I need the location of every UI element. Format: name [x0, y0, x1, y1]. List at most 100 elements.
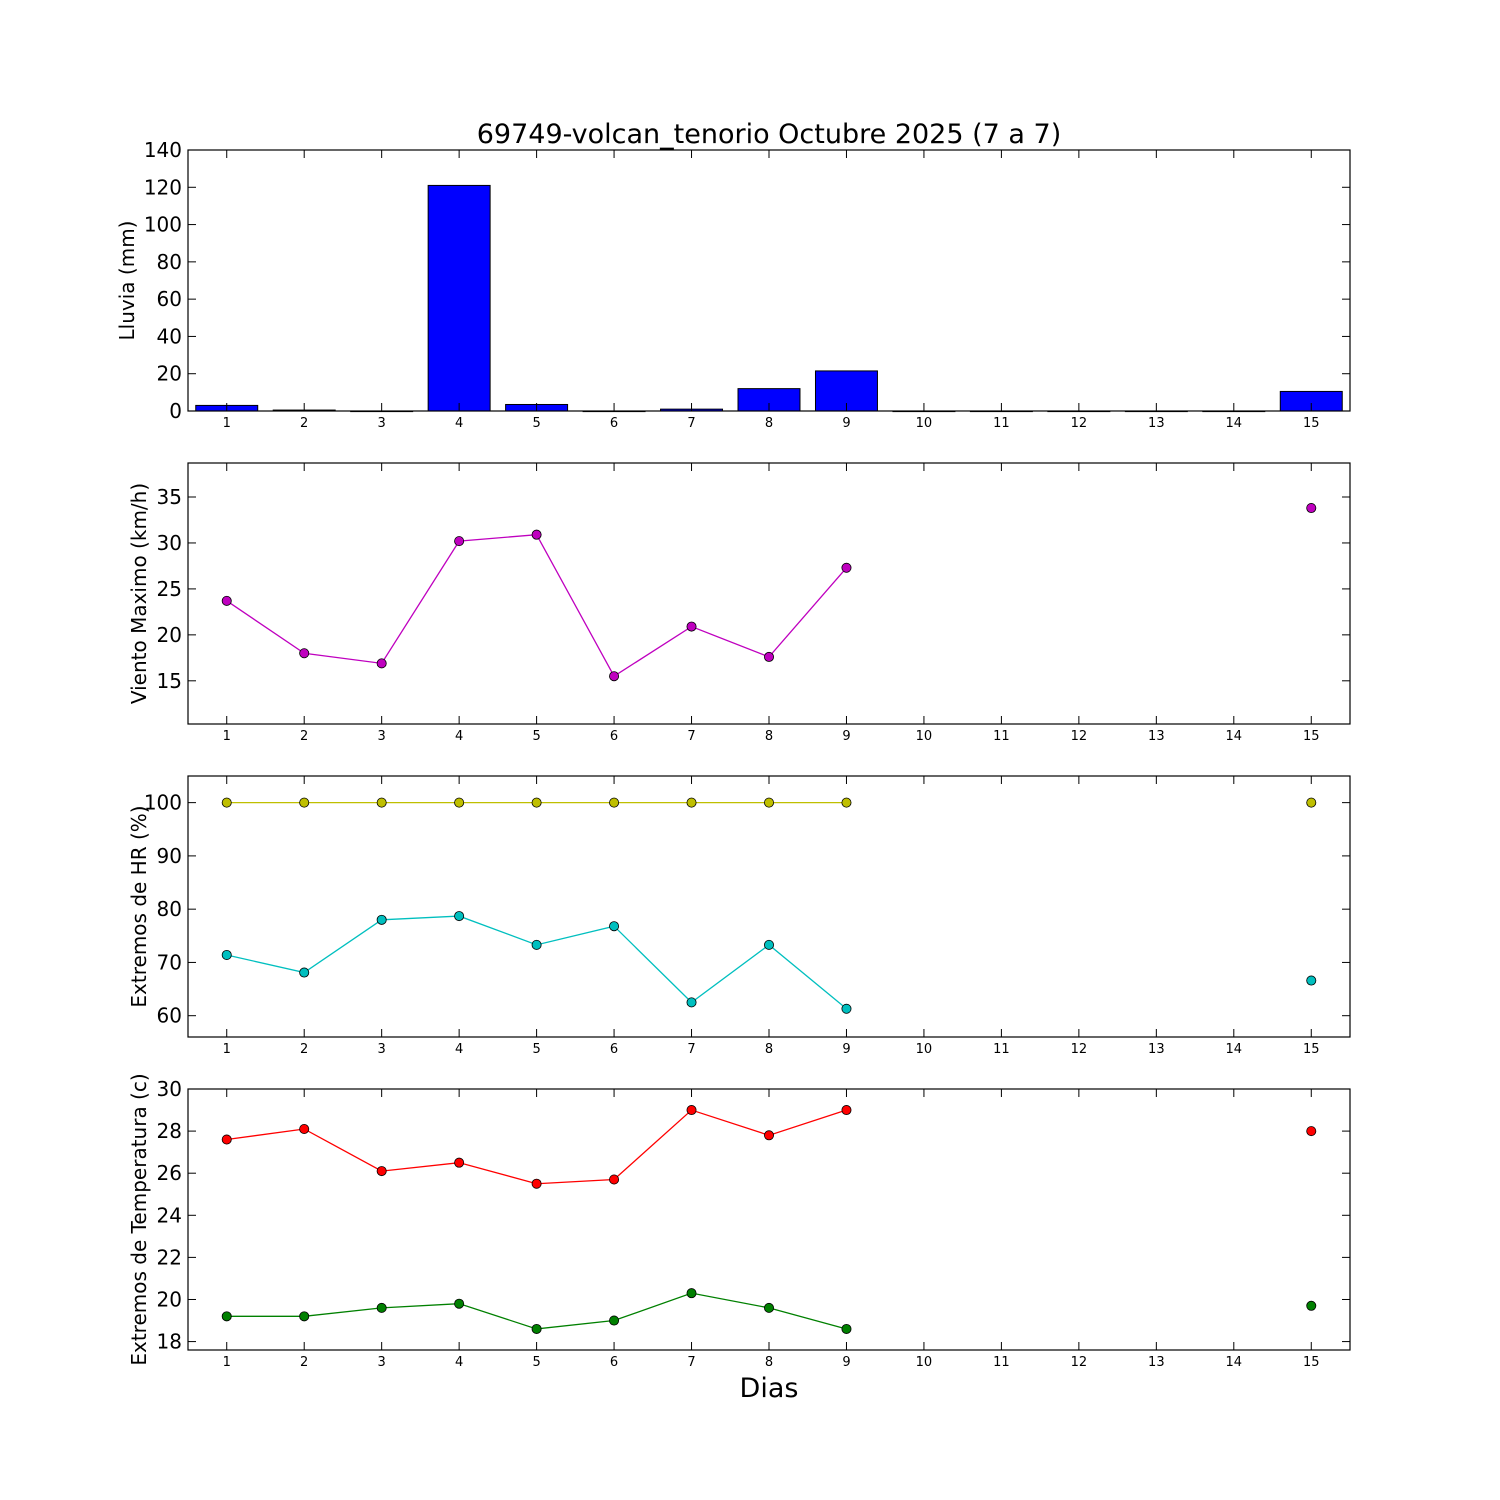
point-humedad-0-5 — [531, 797, 542, 808]
xtick-label-temperatura-5: 5 — [532, 1355, 540, 1370]
point-temperatura-0-2 — [299, 1123, 310, 1134]
point-humedad-0-15 — [1306, 797, 1317, 808]
xtick-label-temperatura-15: 15 — [1303, 1355, 1320, 1370]
ytick-label-lluvia-80: 80 — [157, 250, 182, 274]
point-viento-0-2 — [299, 648, 310, 659]
xtick-label-humedad-5: 5 — [532, 1042, 540, 1057]
y-axis-label-viento: Viento Maximo (km/h) — [127, 483, 151, 704]
line-temperatura-0-0 — [226, 1109, 847, 1185]
xtick-label-temperatura-11: 11 — [993, 1355, 1010, 1370]
xtick-label-viento-2: 2 — [300, 729, 308, 744]
axes-frame-lluvia — [187, 149, 1351, 412]
ytick-label-temperatura-28: 28 — [157, 1119, 182, 1143]
ytick-label-viento-35: 35 — [157, 485, 182, 509]
point-temperatura-0-6 — [609, 1174, 620, 1185]
ytick-label-temperatura-26: 26 — [157, 1161, 182, 1185]
point-temperatura-0-9 — [841, 1105, 852, 1116]
point-temperatura-0-7 — [686, 1105, 697, 1116]
xtick-label-viento-1: 1 — [223, 729, 231, 744]
point-temperatura-0-3 — [376, 1166, 387, 1177]
y-axis-label-lluvia: Lluvia (mm) — [115, 221, 139, 341]
xtick-label-temperatura-13: 13 — [1148, 1355, 1165, 1370]
xtick-label-lluvia-12: 12 — [1071, 416, 1088, 431]
xtick-label-temperatura-1: 1 — [223, 1355, 231, 1370]
xtick-label-lluvia-5: 5 — [532, 416, 540, 431]
point-temperatura-0-4 — [454, 1157, 465, 1168]
point-humedad-0-3 — [376, 797, 387, 808]
ytick-label-humedad-90: 90 — [157, 844, 182, 868]
ytick-label-lluvia-40: 40 — [157, 324, 182, 348]
axes-frame-viento — [187, 462, 1351, 725]
point-temperatura-1-9 — [841, 1323, 852, 1334]
point-viento-0-9 — [841, 562, 852, 573]
point-humedad-0-4 — [454, 797, 465, 808]
point-viento-0-15 — [1306, 503, 1317, 514]
point-temperatura-1-3 — [376, 1302, 387, 1313]
point-viento-0-6 — [609, 671, 620, 682]
xtick-label-viento-4: 4 — [455, 729, 463, 744]
xtick-label-viento-15: 15 — [1303, 729, 1320, 744]
point-viento-0-4 — [454, 536, 465, 547]
xtick-label-temperatura-2: 2 — [300, 1355, 308, 1370]
line-viento-0-0 — [226, 533, 847, 678]
xtick-label-viento-5: 5 — [532, 729, 540, 744]
point-temperatura-1-1 — [221, 1311, 232, 1322]
point-humedad-1-5 — [531, 939, 542, 950]
point-temperatura-1-5 — [531, 1323, 542, 1334]
xtick-label-humedad-8: 8 — [765, 1042, 773, 1057]
bar-lluvia-4 — [427, 184, 491, 412]
xtick-label-lluvia-6: 6 — [610, 416, 618, 431]
ytick-label-lluvia-20: 20 — [157, 362, 182, 386]
xtick-label-humedad-3: 3 — [378, 1042, 386, 1057]
point-humedad-0-9 — [841, 797, 852, 808]
ytick-label-temperatura-30: 30 — [157, 1077, 182, 1101]
point-viento-0-5 — [531, 529, 542, 540]
xtick-label-temperatura-8: 8 — [765, 1355, 773, 1370]
y-axis-label-humedad: Extremos de HR (%) — [127, 805, 151, 1007]
line-humedad-1-0 — [226, 915, 847, 1010]
point-humedad-1-6 — [609, 921, 620, 932]
point-viento-0-3 — [376, 658, 387, 669]
point-humedad-1-7 — [686, 997, 697, 1008]
point-humedad-1-8 — [764, 939, 775, 950]
point-temperatura-1-6 — [609, 1315, 620, 1326]
xtick-label-temperatura-7: 7 — [687, 1355, 695, 1370]
ytick-label-lluvia-0: 0 — [169, 399, 182, 423]
ytick-label-viento-30: 30 — [157, 531, 182, 555]
ytick-label-lluvia-100: 100 — [144, 213, 182, 237]
ytick-label-lluvia-140: 140 — [144, 138, 182, 162]
point-humedad-0-6 — [609, 797, 620, 808]
ytick-label-humedad-100: 100 — [144, 791, 182, 815]
xtick-label-lluvia-4: 4 — [455, 416, 463, 431]
ytick-label-temperatura-18: 18 — [157, 1330, 182, 1354]
point-temperatura-0-15 — [1306, 1126, 1317, 1137]
xtick-label-viento-9: 9 — [842, 729, 850, 744]
xtick-label-viento-6: 6 — [610, 729, 618, 744]
xtick-label-humedad-10: 10 — [916, 1042, 933, 1057]
xtick-label-viento-14: 14 — [1226, 729, 1243, 744]
ytick-label-temperatura-24: 24 — [157, 1203, 182, 1227]
ytick-label-temperatura-22: 22 — [157, 1245, 182, 1269]
y-axis-label-temperatura: Extremos de Temperatura (c) — [127, 1073, 151, 1365]
point-viento-0-8 — [764, 651, 775, 662]
ytick-label-viento-20: 20 — [157, 623, 182, 647]
xtick-label-lluvia-8: 8 — [765, 416, 773, 431]
xtick-label-viento-8: 8 — [765, 729, 773, 744]
ytick-label-humedad-60: 60 — [157, 1004, 182, 1028]
xtick-label-temperatura-10: 10 — [916, 1355, 933, 1370]
xtick-label-lluvia-2: 2 — [300, 416, 308, 431]
ytick-label-temperatura-20: 20 — [157, 1287, 182, 1311]
xtick-label-temperatura-12: 12 — [1071, 1355, 1088, 1370]
point-humedad-1-4 — [454, 911, 465, 922]
point-humedad-1-2 — [299, 967, 310, 978]
point-temperatura-1-2 — [299, 1311, 310, 1322]
xtick-label-temperatura-9: 9 — [842, 1355, 850, 1370]
line-temperatura-1-0 — [226, 1292, 847, 1330]
xtick-label-humedad-2: 2 — [300, 1042, 308, 1057]
point-humedad-1-9 — [841, 1003, 852, 1014]
xtick-label-humedad-6: 6 — [610, 1042, 618, 1057]
